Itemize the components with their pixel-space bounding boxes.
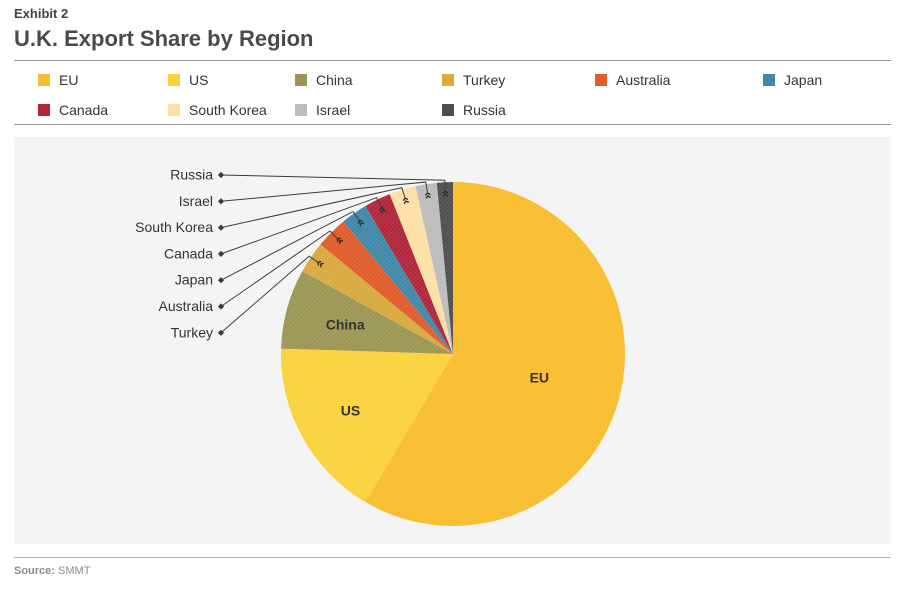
slice-pointer-icon — [425, 195, 432, 199]
slice-texture — [415, 182, 453, 354]
slice-pointer-icon — [442, 190, 449, 194]
legend-swatch — [595, 74, 607, 86]
callout-label-japan: Japan — [175, 272, 213, 288]
source-label: Source: — [14, 565, 55, 577]
callout-label-turkey: Turkey — [171, 324, 213, 340]
legend-label: Israel — [316, 102, 351, 118]
slice-label-eu: EU — [530, 370, 549, 386]
legend-swatch — [763, 74, 775, 86]
leader-marker — [217, 250, 225, 258]
slice-pointer-icon — [403, 200, 410, 205]
leader-line-turkey — [220, 255, 319, 334]
legend-swatch — [38, 104, 50, 116]
footer-divider — [14, 557, 891, 558]
leader-line-japan — [220, 210, 360, 281]
legend-label: China — [316, 72, 353, 88]
slice-pointer-icon — [379, 206, 385, 211]
legend-swatch — [442, 104, 454, 116]
slice-pointer-icon — [319, 262, 324, 268]
legend-swatch — [38, 74, 50, 86]
slice-texture — [343, 205, 453, 354]
chart-title: U.K. Export Share by Region — [14, 26, 314, 51]
top-divider — [14, 60, 891, 61]
source-note: Source: SMMT — [14, 565, 90, 577]
callout-label-australia: Australia — [159, 298, 214, 314]
slice-texture — [389, 186, 453, 354]
legend-swatch — [442, 74, 454, 86]
slice-pointer-icon — [336, 237, 341, 242]
slice-pointer-icon — [359, 222, 365, 227]
slice-pointer-icon — [380, 209, 386, 214]
legend-label: EU — [59, 72, 79, 88]
exhibit-label: Exhibit 2 — [14, 6, 69, 21]
slice-pointer-icon — [442, 193, 449, 197]
leader-line-south-korea — [220, 187, 406, 229]
leader-marker — [217, 198, 225, 205]
legend-swatch — [295, 74, 307, 86]
slice-texture — [281, 271, 453, 354]
slice-texture — [436, 182, 453, 354]
leader-line-israel — [220, 181, 428, 202]
callout-label-canada: Canada — [164, 245, 213, 261]
callout-label-south-korea: South Korea — [135, 219, 213, 235]
leader-line-canada — [220, 197, 382, 255]
slice-pointer-icon — [357, 219, 363, 224]
leader-marker — [217, 303, 225, 310]
chart-legend: EU US China Turkey Australia Japan Canada South… — [38, 70, 891, 120]
leader-marker — [217, 277, 225, 284]
slice-texture — [280, 348, 453, 503]
legend-swatch — [168, 74, 180, 86]
legend-label: Canada — [59, 102, 109, 118]
callout-label-israel: Israel — [179, 193, 213, 209]
slice-pointer-icon — [424, 192, 431, 196]
slice-pointer-icon — [317, 260, 322, 266]
legend-label: Australia — [616, 72, 671, 88]
slice-texture — [320, 221, 453, 354]
source-value: SMMT — [58, 565, 91, 577]
leader-marker — [217, 171, 225, 179]
leader-line-australia — [220, 230, 339, 307]
slice-pointer-icon — [402, 197, 409, 202]
slice-label-china: China — [326, 317, 365, 333]
legend-label: US — [189, 72, 209, 88]
slice-texture — [365, 194, 453, 354]
leader-line-russia — [220, 174, 446, 192]
callout-label-russia: Russia — [170, 167, 213, 183]
legend-divider — [14, 124, 891, 125]
legend-label: South Korea — [189, 102, 267, 118]
legend-swatch — [295, 104, 307, 116]
legend-label: Japan — [784, 72, 823, 88]
legend-label: Russia — [463, 102, 506, 118]
slice-pointer-icon — [338, 239, 344, 245]
leader-marker — [217, 224, 225, 231]
slice-texture — [365, 182, 625, 526]
legend-swatch — [168, 104, 180, 116]
legend-label: Turkey — [463, 72, 506, 88]
slice-label-us: US — [341, 402, 360, 418]
slice-texture — [302, 244, 453, 354]
